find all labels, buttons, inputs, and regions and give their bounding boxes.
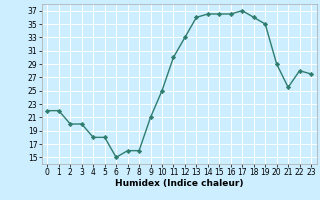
- X-axis label: Humidex (Indice chaleur): Humidex (Indice chaleur): [115, 179, 244, 188]
